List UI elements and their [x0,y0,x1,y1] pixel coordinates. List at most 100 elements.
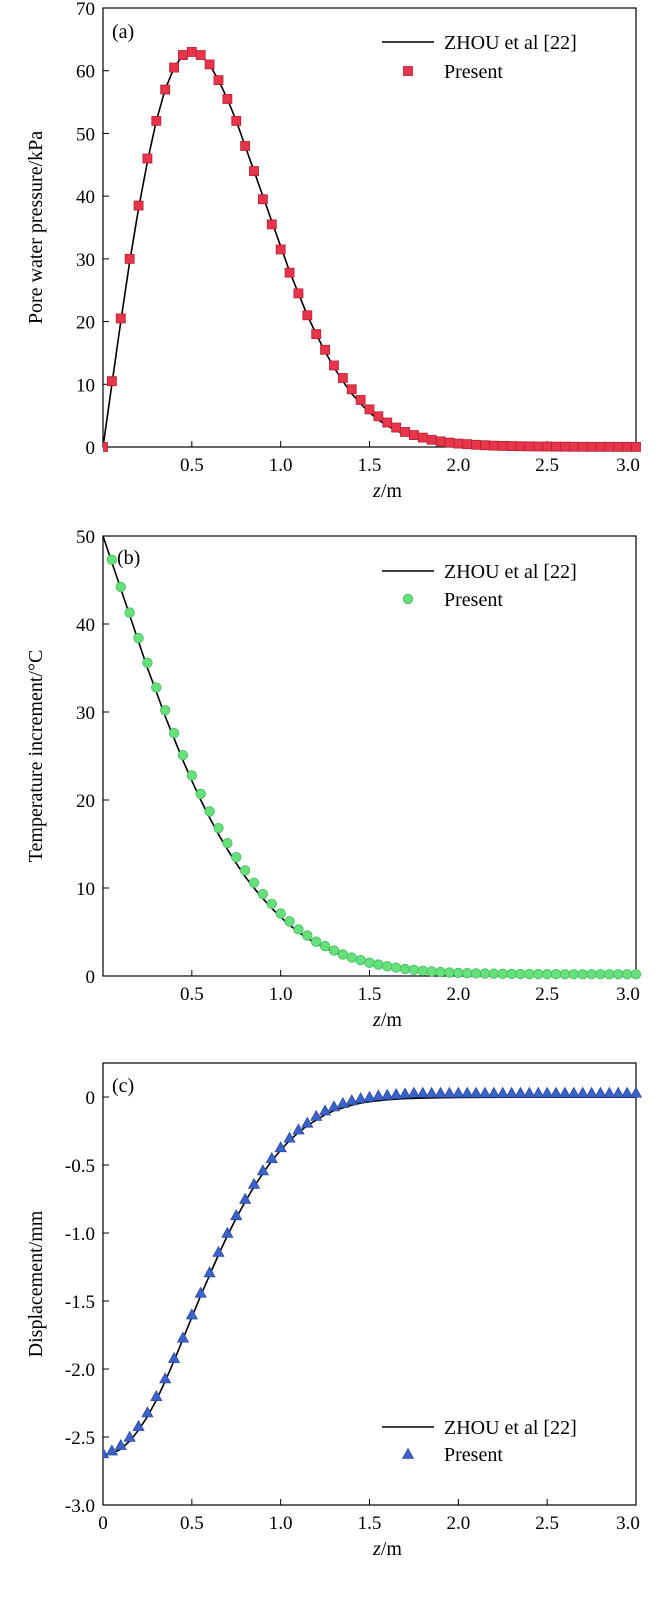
y-tick-label: -1.5 [65,1292,95,1313]
data-point [328,945,340,956]
data-point [382,961,393,972]
data-point [123,1430,136,1442]
y-tick-label: 0 [86,1088,96,1109]
data-point [256,1164,269,1176]
y-tick-label: 30 [76,250,95,271]
data-point [204,806,215,817]
data-point [284,916,295,927]
data-point [318,1104,332,1116]
series-line [103,1096,636,1456]
data-point [524,968,535,980]
data-point [612,1086,625,1098]
data-point [105,1444,118,1456]
data-point [336,1096,349,1108]
data-point [391,962,402,973]
data-point [542,969,553,980]
data-point [337,949,349,960]
data-point [355,955,366,966]
data-point [319,940,331,952]
y-tick-label: 40 [76,187,95,208]
y-tick-label: 60 [76,62,95,83]
data-point [594,1086,607,1098]
series-2 [103,47,641,452]
data-point [453,438,464,449]
data-point [231,115,242,126]
x-tick-label: 2.5 [535,1513,559,1534]
data-point [186,770,197,781]
x-axis-title: z/m [372,1009,402,1031]
data-point [106,554,118,565]
data-point [132,1419,145,1431]
data-point [327,1100,341,1112]
data-point [533,968,544,980]
y-axis-title: Pore water pressure/kPa [25,131,47,324]
data-point [408,964,420,975]
x-tick-label: 1.0 [269,455,293,476]
y-tick-label: 10 [76,375,95,396]
x-tick-label: 1.5 [358,984,382,1005]
data-point [417,965,428,976]
data-point [141,1406,154,1418]
legend-label: Present [444,61,503,83]
x-axis-unit: /m [381,1009,403,1031]
data-point [532,1086,545,1098]
legend-marker-swatch [403,66,413,76]
data-point [257,194,268,205]
data-point [310,1109,323,1121]
data-point [150,1389,163,1401]
data-point [453,967,464,979]
legend-label: ZHOU et al [22] [444,1417,577,1439]
data-point [240,141,251,151]
data-point [630,969,642,980]
y-axis-title: Displacement/mm [25,1210,47,1357]
data-point [621,1086,634,1098]
data-point [372,1089,385,1101]
y-tick-label: -3.0 [65,1496,95,1517]
data-point [364,404,375,415]
data-point [390,1088,403,1100]
data-point [514,1086,527,1098]
data-point [400,427,410,437]
data-point [471,439,482,450]
legend-label: Present [444,1444,503,1466]
data-point [568,441,579,452]
data-point [497,968,508,979]
data-point [558,1086,572,1098]
data-point [266,219,277,230]
chart-panel-1: 0.5 1.0 1.5 2.0 2.5 3.0 0 10 20 30 40 50 60 70 z/m Pore… [25,0,641,502]
data-point [398,1087,412,1099]
data-point [115,581,126,593]
x-tick-label: 2.0 [446,1513,470,1534]
y-tick-label: 50 [76,124,95,145]
y-tick-label: -2.5 [65,1428,95,1449]
x-tick-label: 1.5 [358,455,382,476]
series-line [103,51,637,448]
data-point [444,437,455,448]
data-point [586,441,597,452]
y-tick-label: 20 [76,791,95,812]
panel-label: (a) [112,21,134,43]
data-point [345,1094,358,1106]
x-tick-label: 2.0 [446,984,470,1005]
panel-label: (c) [112,1075,134,1097]
data-point [124,253,135,264]
y-tick-label: 10 [76,879,95,900]
data-point [631,441,641,452]
data-point [622,441,633,452]
data-point [479,968,491,979]
data-point [444,967,455,978]
x-tick-label: 1.5 [358,1513,382,1534]
data-point [222,837,233,849]
legend-marker-swatch [402,593,414,605]
data-point [363,1090,376,1102]
data-point [533,441,544,452]
series-1 [103,1096,636,1456]
data-point [586,969,597,980]
legend: ZHOU et al [22] Present [382,1417,577,1466]
data-point [178,50,188,60]
data-point [497,440,508,451]
data-point [613,969,624,980]
x-tick-label: 2.5 [535,984,559,1005]
x-tick-label: 0.5 [180,984,204,1005]
data-point [168,727,180,739]
